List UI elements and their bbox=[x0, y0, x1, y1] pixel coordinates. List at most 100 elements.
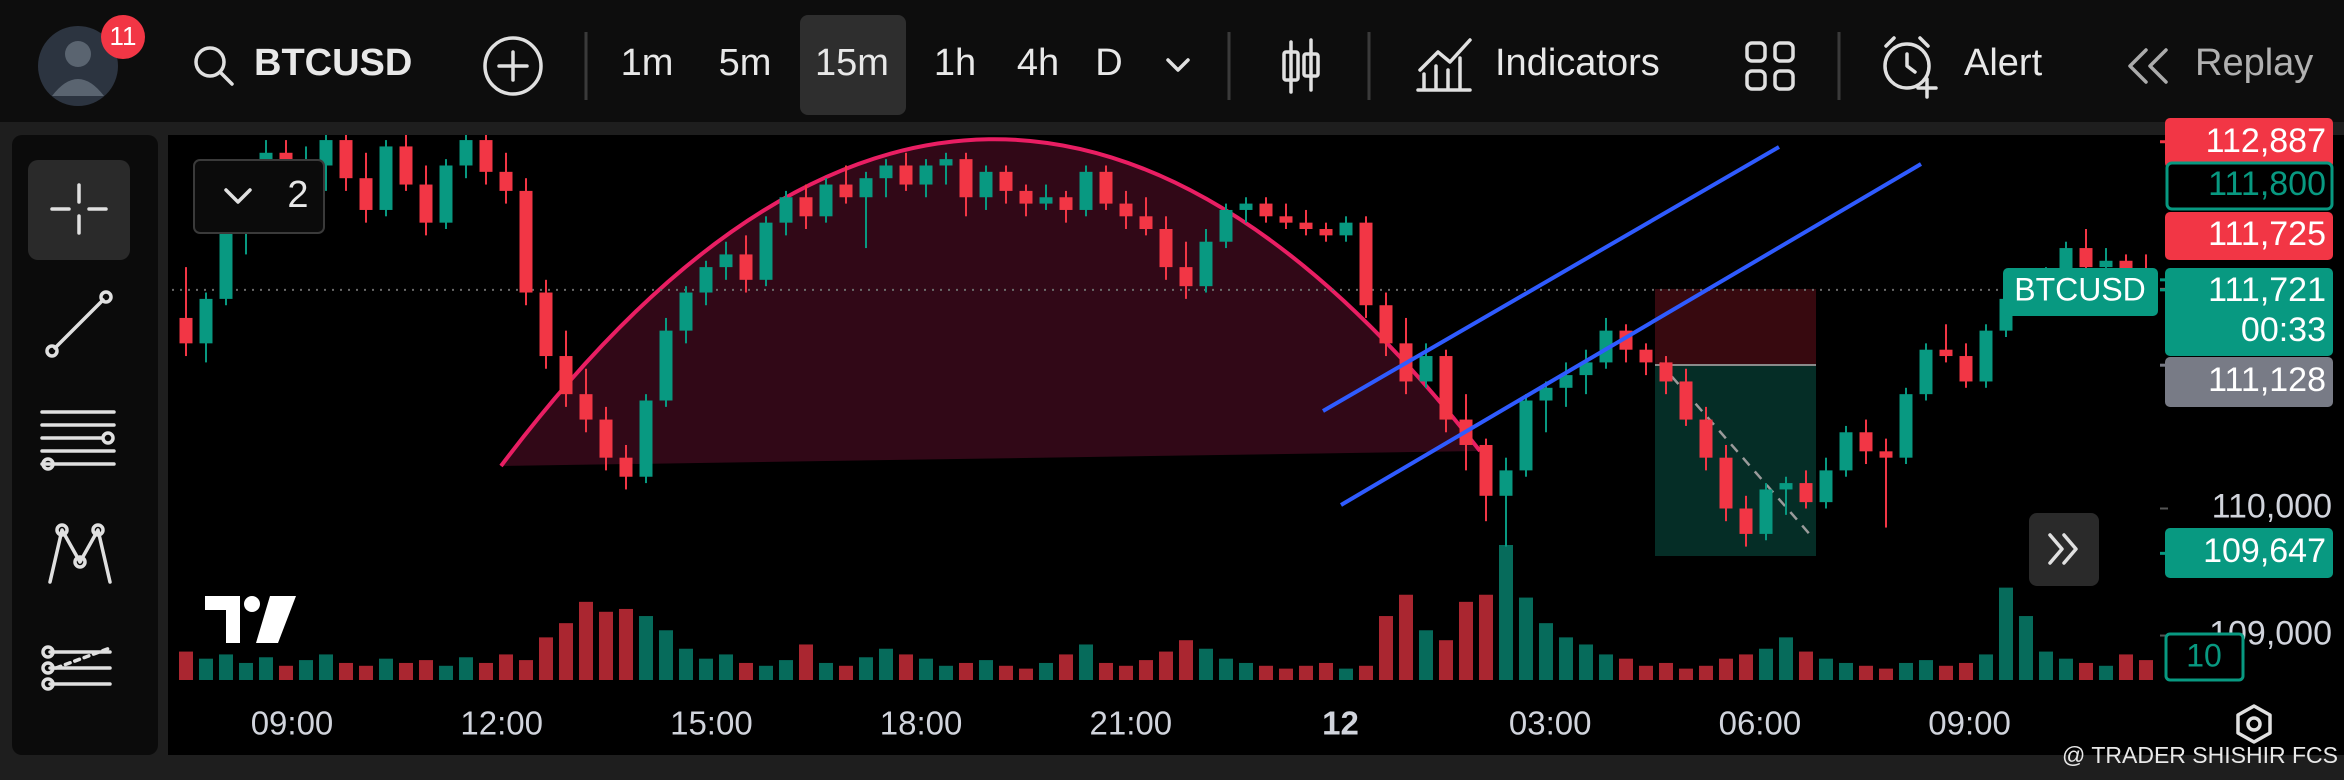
grid-icon bbox=[1745, 41, 1767, 63]
candle-body bbox=[719, 254, 733, 268]
candle-body bbox=[1579, 362, 1593, 376]
volume-bar bbox=[979, 660, 993, 680]
drawing-toolbar bbox=[12, 135, 158, 755]
volume-bar bbox=[1059, 654, 1073, 680]
badge-count: 11 bbox=[110, 21, 137, 51]
volume-bar bbox=[1319, 662, 1333, 680]
volume-tag-label: 10 bbox=[2186, 637, 2222, 673]
search-icon-handle bbox=[218, 70, 234, 86]
candle-body bbox=[439, 165, 453, 223]
candle-body bbox=[1019, 190, 1033, 204]
candle-body bbox=[619, 457, 633, 477]
avatar[interactable]: 11 bbox=[38, 15, 145, 106]
price-tag-box bbox=[2165, 357, 2333, 407]
indicators-button[interactable]: Indicators bbox=[1416, 38, 1660, 92]
plus bbox=[497, 50, 529, 82]
volume-bar bbox=[899, 654, 913, 680]
target-zone[interactable] bbox=[1655, 365, 1816, 556]
price-tag-box bbox=[2165, 161, 2334, 211]
candle-body bbox=[1099, 171, 1113, 204]
prediction-handle bbox=[41, 677, 55, 691]
candle-body bbox=[579, 394, 593, 420]
layouts-button[interactable] bbox=[1745, 41, 1795, 91]
volume-bar bbox=[999, 665, 1013, 680]
volume-bar bbox=[599, 611, 613, 680]
candle-body bbox=[399, 146, 413, 185]
countdown: 00:33 bbox=[2241, 311, 2326, 349]
channel-line[interactable] bbox=[1339, 162, 1923, 507]
interval-button[interactable]: D bbox=[1095, 42, 1122, 84]
interval-button[interactable]: 1h bbox=[934, 42, 976, 84]
alert-button[interactable]: Alert bbox=[1883, 36, 2043, 99]
channel bbox=[1321, 145, 1923, 507]
grid-icon bbox=[1773, 41, 1795, 63]
legend-toggle[interactable]: 2 bbox=[193, 159, 325, 234]
candle-body bbox=[1479, 444, 1493, 496]
price-tag: 111,800 bbox=[2165, 161, 2334, 211]
alarm-icon bbox=[1883, 42, 1931, 90]
symbol-search[interactable]: BTCUSD bbox=[194, 42, 412, 86]
candle-body bbox=[199, 298, 213, 344]
volume-bar bbox=[1179, 640, 1193, 680]
candle-body bbox=[479, 140, 493, 172]
volume-bar bbox=[1659, 662, 1673, 680]
volume-bar bbox=[1819, 658, 1833, 680]
settings-button[interactable] bbox=[2236, 704, 2272, 744]
prediction-handle bbox=[41, 661, 55, 675]
price-tag-box bbox=[2165, 212, 2333, 260]
volume-bar bbox=[1419, 630, 1433, 680]
volume-bar bbox=[1959, 662, 1973, 680]
price-tag-label: 112,887 bbox=[2206, 122, 2326, 160]
trend-line-tool[interactable] bbox=[45, 290, 113, 358]
symbol-tag: BTCUSD bbox=[2014, 271, 2146, 307]
channel-line[interactable] bbox=[1321, 145, 1781, 413]
button-bg bbox=[2029, 513, 2099, 586]
fib-handle bbox=[41, 457, 55, 471]
volume-bar bbox=[1159, 651, 1173, 680]
volume-bar bbox=[1539, 623, 1553, 680]
arc-drawing[interactable] bbox=[499, 137, 1482, 468]
interval-label: 5m bbox=[719, 42, 772, 84]
volume-bar bbox=[699, 658, 713, 680]
volume-bar bbox=[1099, 662, 1113, 680]
avatar-head bbox=[65, 41, 91, 67]
volume-bar bbox=[1239, 662, 1253, 680]
interval-button[interactable]: 15m bbox=[800, 15, 906, 115]
scroll-to-realtime[interactable] bbox=[2029, 513, 2099, 586]
volume-bar bbox=[1759, 648, 1773, 680]
interval-button[interactable]: 1m bbox=[621, 42, 674, 84]
chart-type-button[interactable] bbox=[1282, 38, 1320, 94]
x-tick-label: 09:00 bbox=[1928, 705, 2011, 742]
fib-tool[interactable] bbox=[40, 410, 116, 471]
candle-body bbox=[1859, 432, 1873, 452]
volume-bar bbox=[1999, 587, 2013, 680]
volume-bar bbox=[539, 637, 553, 680]
pattern-tool[interactable] bbox=[48, 523, 112, 584]
candle-body bbox=[659, 330, 673, 401]
stop-zone[interactable] bbox=[1655, 289, 1816, 365]
volume-bar bbox=[959, 662, 973, 680]
interval-dropdown[interactable] bbox=[1166, 58, 1190, 72]
volume-bar bbox=[1359, 665, 1373, 680]
candle-body bbox=[1219, 209, 1233, 242]
interval-button[interactable]: 5m bbox=[719, 42, 772, 84]
volume-bar bbox=[419, 660, 433, 680]
volume-bar bbox=[1559, 637, 1573, 680]
volume-bar bbox=[579, 601, 593, 680]
volume-bar bbox=[1779, 637, 1793, 680]
candle-body bbox=[319, 140, 333, 166]
tradingview-logo bbox=[205, 596, 296, 643]
candle-body bbox=[2099, 260, 2113, 268]
replay-button[interactable]: Replay bbox=[2128, 42, 2313, 84]
interval-button[interactable]: 4h bbox=[1017, 42, 1059, 84]
interval-label: 1h bbox=[934, 42, 976, 84]
volume-bar bbox=[1599, 654, 1613, 680]
volume-bar bbox=[1619, 658, 1633, 680]
crosshair-tool[interactable] bbox=[28, 160, 130, 260]
fib-handle bbox=[101, 431, 115, 445]
candle-body bbox=[1599, 330, 1613, 363]
candle-body bbox=[1679, 381, 1693, 420]
volume-bar bbox=[839, 665, 853, 680]
prediction-tool[interactable] bbox=[41, 645, 112, 691]
compare-button[interactable] bbox=[483, 36, 543, 96]
